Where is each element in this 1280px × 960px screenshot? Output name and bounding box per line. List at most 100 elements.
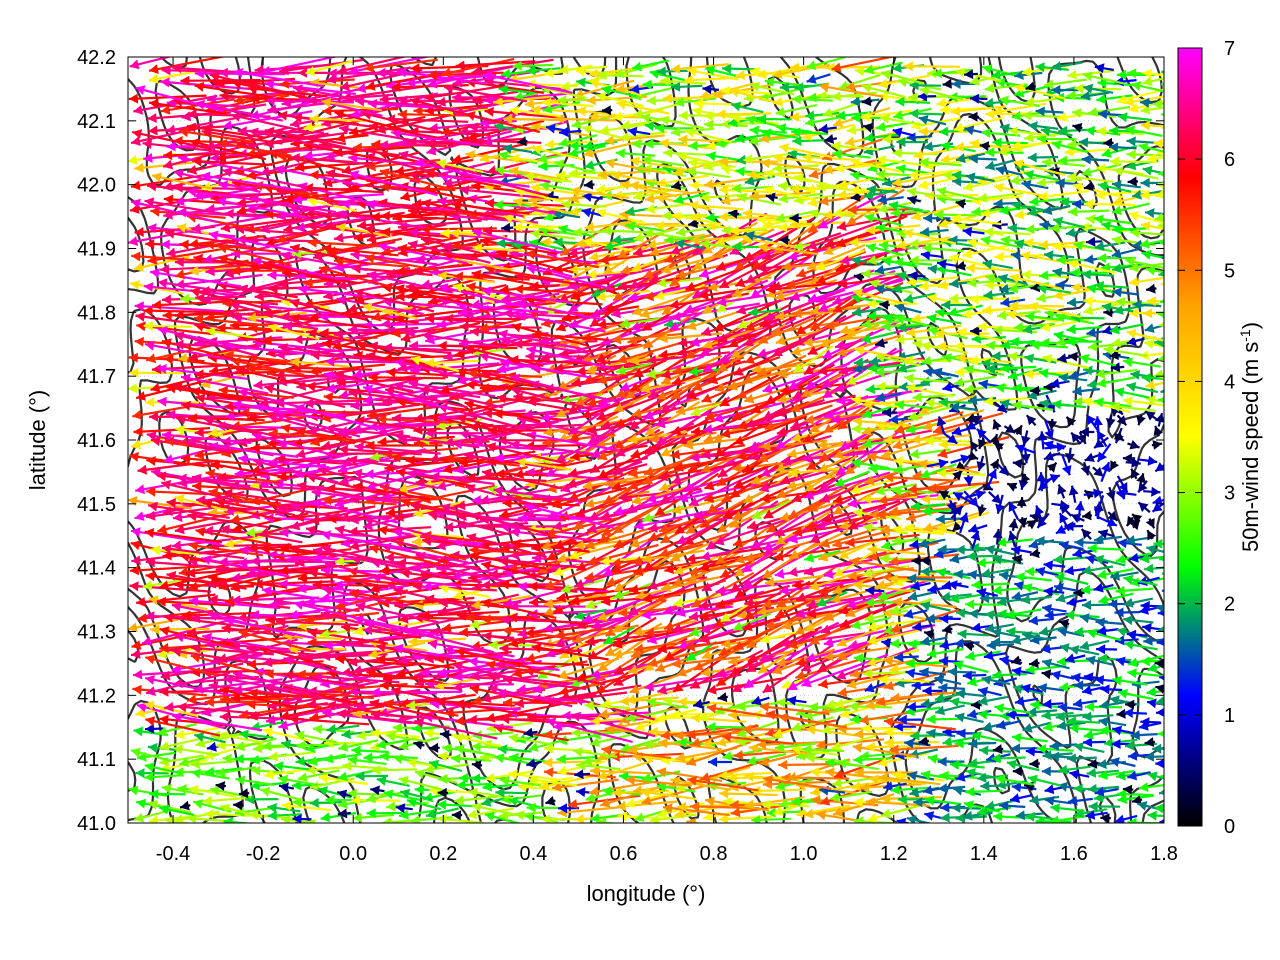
wind-vector-head — [1074, 680, 1084, 691]
wind-vector-head — [833, 807, 844, 817]
wind-vector-head — [573, 747, 583, 757]
wind-vector-head — [146, 686, 156, 696]
wind-vector-head — [590, 766, 600, 776]
wind-vector-head — [133, 726, 144, 737]
wind-vector-head — [910, 730, 920, 741]
wind-vector-head — [1035, 816, 1045, 823]
wind-vector-head — [634, 812, 645, 822]
wind-vector-head — [442, 743, 452, 754]
wind-vector-head — [1012, 732, 1022, 743]
wind-vector-head — [514, 810, 525, 821]
wind-vector-head — [437, 787, 447, 798]
wind-vector-head — [1073, 698, 1083, 709]
wind-vector-shaft — [557, 806, 621, 815]
wind-vector-head — [1059, 682, 1069, 692]
wind-vector-head — [497, 744, 508, 755]
wind-vector-head — [570, 678, 581, 689]
wind-vector-head — [706, 722, 716, 732]
wind-vector-head — [920, 770, 931, 780]
wind-vector-head — [1069, 723, 1079, 734]
wind-vector-shaft — [414, 719, 498, 740]
wind-vector-head — [429, 742, 439, 753]
wind-vector-head — [772, 728, 783, 738]
wind-vector-shaft — [486, 674, 571, 685]
wind-vector-head — [145, 654, 156, 665]
wind-vector-head — [922, 685, 932, 696]
wind-vector-head — [716, 737, 727, 747]
wind-vector-head — [803, 710, 814, 721]
wind-vector-head — [556, 754, 566, 764]
wind-vector-head — [591, 729, 601, 740]
wind-vector-head — [628, 664, 639, 675]
wind-vector-shaft — [625, 778, 692, 787]
wind-vector-head — [263, 727, 273, 737]
wind-vector-head — [852, 742, 863, 753]
wind-vector-head — [810, 795, 821, 806]
wind-vector-head — [1011, 782, 1022, 793]
wind-vector-head — [816, 739, 826, 750]
wind-vector-head — [458, 773, 468, 783]
wind-vector-head — [616, 801, 626, 811]
wind-vector-head — [307, 756, 318, 766]
wind-vector-head — [978, 709, 988, 720]
wind-vector-head — [398, 740, 409, 751]
wind-vector-head — [576, 672, 586, 683]
wind-vector-head — [742, 724, 752, 735]
wind-vector-head — [414, 784, 424, 795]
wind-vector-head — [280, 815, 291, 823]
wind-vector-head — [485, 772, 496, 783]
wind-vector-head — [453, 671, 463, 682]
wind-vector-head — [539, 780, 550, 791]
wind-vector-shaft — [283, 672, 365, 688]
wind-vector-head — [955, 813, 965, 823]
wind-vector-shaft — [248, 691, 325, 700]
wind-vector-head — [700, 772, 711, 782]
wind-vector-head — [469, 684, 480, 695]
wind-vector-head — [686, 729, 696, 740]
wind-vector-head — [995, 774, 1006, 785]
wind-vector-head — [528, 775, 539, 786]
wind-vector-head — [1111, 739, 1121, 749]
wind-vector-head — [808, 702, 819, 713]
wind-vector-head — [195, 738, 206, 748]
wind-vector-head — [996, 719, 1007, 730]
wind-vector-head — [1098, 770, 1108, 780]
wind-vector-head — [131, 649, 141, 659]
wind-vector-head — [1155, 684, 1164, 694]
wind-vector-head — [468, 787, 478, 798]
wind-vector-head — [924, 811, 935, 821]
wind-vector-head — [1041, 710, 1051, 721]
wind-vector-head — [816, 810, 826, 821]
wind-vector-head — [649, 814, 660, 823]
wind-vector-head — [495, 787, 505, 798]
wind-vector-head — [971, 731, 982, 741]
wind-vector-head — [834, 698, 845, 709]
wind-vector-head — [718, 814, 729, 823]
wind-vector-shaft — [641, 784, 707, 804]
wind-vector-head — [540, 814, 550, 823]
wind-vector-head — [245, 794, 254, 805]
wind-vector-head — [938, 682, 948, 693]
wind-vector-head — [574, 769, 584, 780]
wind-vector-head — [940, 812, 950, 823]
wind-vector-head — [173, 814, 184, 823]
wind-vector-head — [1041, 766, 1051, 777]
wind-vector-head — [266, 714, 276, 725]
wind-vector-head — [1127, 750, 1138, 761]
wind-vector-head — [732, 683, 743, 693]
wind-vector-head — [313, 672, 323, 683]
wind-vector-head — [978, 695, 988, 706]
wind-vector-head — [280, 710, 290, 721]
wind-vector-head — [833, 769, 844, 779]
wind-vector-shaft — [312, 675, 400, 684]
wind-vector-head — [890, 692, 900, 703]
wind-vector-head — [543, 729, 553, 740]
wind-vector-shaft — [687, 778, 759, 792]
wind-vector-head — [352, 812, 362, 823]
wind-vector-head — [1112, 675, 1122, 686]
wind-vector-head — [955, 772, 966, 782]
wind-vector-head — [482, 781, 492, 792]
wind-vector-head — [761, 799, 771, 810]
wind-vector-head — [837, 758, 848, 769]
